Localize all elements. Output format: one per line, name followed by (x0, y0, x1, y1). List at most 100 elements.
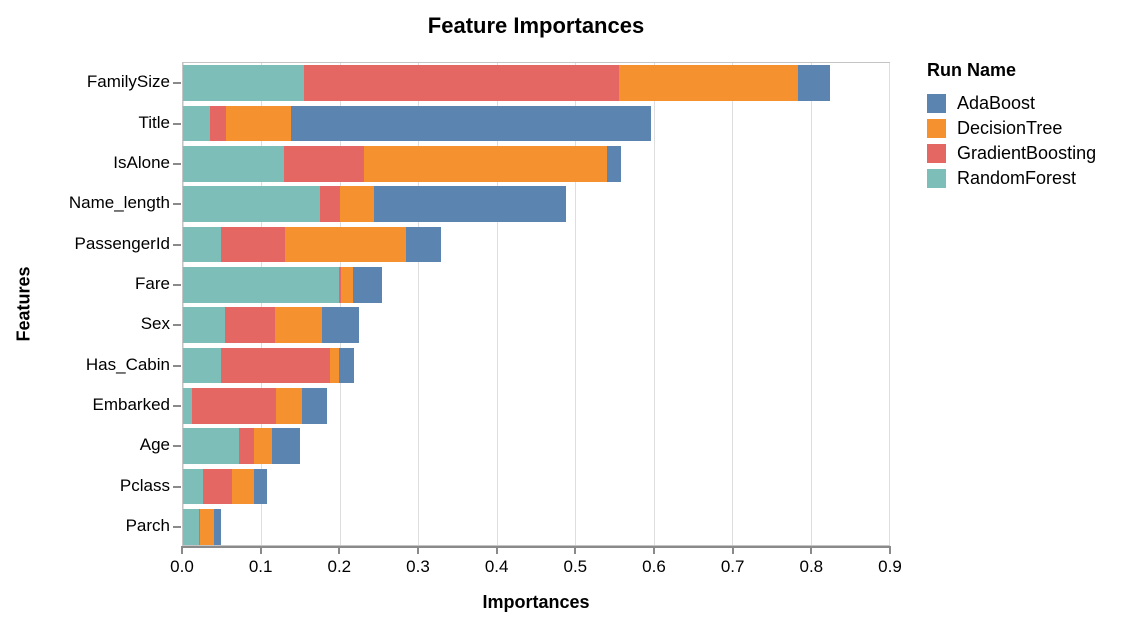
y-tick (173, 364, 181, 367)
bar-segment-DecisionTree (254, 428, 273, 464)
gridline (261, 63, 263, 545)
bar-row-Age (183, 428, 889, 464)
bar-segment-DecisionTree (330, 347, 340, 384)
x-tick (259, 548, 262, 554)
x-tick-label: 0.5 (563, 557, 588, 576)
y-tick (173, 82, 181, 85)
bar-segment-GradientBoosting (191, 388, 276, 424)
x-tick-label: 0.9 (878, 557, 902, 576)
bar-segment-DecisionTree (275, 388, 303, 424)
x-tick-label: 0.7 (720, 557, 745, 576)
y-axis-label-Name_length: Name_length (68, 193, 170, 213)
bar-segment-GradientBoosting (284, 146, 365, 182)
y-tick (173, 243, 181, 246)
y-tick (173, 162, 181, 165)
x-tick (574, 548, 577, 554)
legend-item-RandomForest: RandomForest (927, 169, 1096, 188)
x-tick (731, 548, 734, 554)
x-tick (810, 548, 813, 554)
bar-segment-AdaBoost (339, 347, 354, 384)
bar-segment-AdaBoost (405, 226, 442, 263)
x-axis: 0.0 0.1 0.2 0.3 0.4 0.5 0.6 0.7 0.8 0.9 (170, 548, 902, 590)
y-tick (173, 283, 181, 286)
legend-swatch-RandomForest (927, 169, 946, 188)
legend-label: AdaBoost (957, 93, 1036, 113)
legend-item-AdaBoost: AdaBoost (927, 94, 1096, 113)
bar-segment-RandomForest (183, 105, 211, 142)
bar-segment-DecisionTree (226, 105, 292, 142)
bar-segment-DecisionTree (231, 468, 255, 505)
x-tick-label: 0.1 (248, 557, 273, 576)
y-axis-label-Has_Cabin: Has_Cabin (85, 354, 170, 374)
bar-segment-GradientBoosting (224, 307, 275, 343)
bar-segment-GradientBoosting (320, 186, 340, 222)
legend-label: DecisionTree (957, 118, 1063, 138)
bar-row-Parch (183, 509, 889, 545)
y-axis-label-Embarked: Embarked (92, 394, 170, 414)
x-axis-line (181, 546, 891, 548)
bar-segment-AdaBoost (254, 468, 267, 505)
bar-row-Name_length (183, 186, 889, 222)
bar-segment-AdaBoost (321, 307, 359, 343)
y-tick (173, 485, 181, 488)
y-tick (173, 525, 181, 528)
bar-segment-AdaBoost (373, 186, 566, 222)
legend-title: Run Name (927, 60, 1017, 80)
gridline (889, 63, 890, 545)
plot-area (173, 62, 890, 546)
gridline (810, 63, 812, 545)
x-tick (417, 548, 419, 554)
legend-label: RandomForest (957, 168, 1077, 188)
bar-segment-AdaBoost (353, 267, 383, 303)
bar-segment-RandomForest (183, 388, 192, 424)
legend-item-GradientBoosting: GradientBoosting (927, 144, 1096, 163)
y-axis-label-Parch: Parch (125, 515, 170, 535)
x-tick-label: 0.2 (327, 557, 352, 576)
bar-segment-GradientBoosting (339, 267, 341, 303)
x-tick-label: 0.4 (484, 557, 509, 576)
y-axis-label-Pclass: Pclass (119, 475, 170, 495)
bar-segment-GradientBoosting (203, 468, 232, 505)
bar-row-Fare (183, 267, 889, 303)
y-axis-label-PassengerId: PassengerId (74, 233, 170, 253)
bar-row-Has_Cabin (183, 347, 889, 384)
bar-segment-AdaBoost (302, 388, 327, 424)
y-axis-label-Fare: Fare (135, 273, 170, 293)
x-tick (653, 548, 655, 554)
bar-row-Title (183, 105, 889, 142)
y-axis-labels: FamilySize Title IsAlone Name_length Passeng… (0, 62, 170, 546)
bar-segment-RandomForest (183, 307, 225, 343)
gridline (183, 63, 184, 545)
legend-swatch-AdaBoost (927, 94, 946, 113)
y-tick (173, 203, 181, 206)
x-tick (495, 548, 498, 554)
bar-segment-GradientBoosting (198, 509, 201, 545)
gridline (418, 63, 420, 545)
legend-items: AdaBoost DecisionTree GradientBoosting Rand… (927, 94, 1096, 188)
y-axis-label-FamilySize: FamilySize (86, 72, 170, 92)
y-tick (173, 122, 181, 125)
legend-item-DecisionTree: DecisionTree (927, 119, 1096, 138)
bar-segment-RandomForest (183, 146, 285, 182)
gridline (732, 63, 734, 545)
bar-segment-AdaBoost (213, 509, 222, 545)
bar-row-PassengerId (183, 226, 889, 263)
y-axis-label-Title: Title (138, 112, 171, 132)
bar-segment-AdaBoost (291, 105, 652, 142)
y-axis-label-IsAlone: IsAlone (113, 152, 170, 172)
bar-segment-DecisionTree (364, 146, 608, 182)
bar-segment-DecisionTree (339, 186, 374, 222)
bar-segment-RandomForest (183, 468, 204, 505)
x-axis-title: Importances (482, 592, 590, 612)
x-tick-label: 0.8 (799, 557, 824, 576)
y-axis-label-Age: Age (139, 435, 170, 455)
bar-row-FamilySize (183, 65, 889, 101)
bar-segment-GradientBoosting (221, 226, 285, 263)
x-tick (889, 548, 891, 554)
x-tick-label: 0.3 (406, 557, 430, 576)
bar-segment-GradientBoosting (220, 347, 331, 384)
x-tick-label: 0.6 (642, 557, 666, 576)
bar-segment-DecisionTree (284, 226, 406, 263)
bar-segment-RandomForest (183, 226, 222, 263)
